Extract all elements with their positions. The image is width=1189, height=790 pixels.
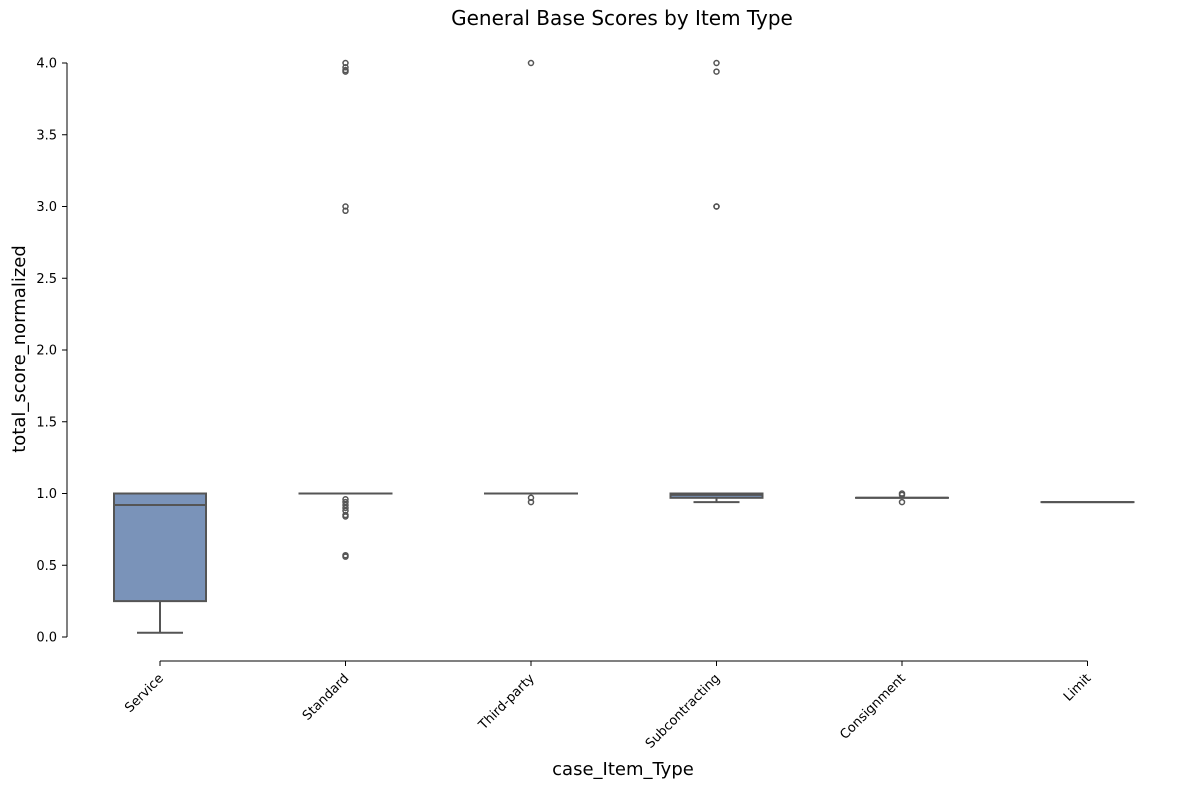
y-tick-label: 3.0 <box>36 200 57 215</box>
y-axis: 0.0 0.5 1.0 1.5 2.0 2.5 3.0 3.5 4.0 <box>36 57 68 646</box>
outlier-point <box>342 66 349 74</box>
outlier-point <box>342 498 349 506</box>
y-tick-label: 1.0 <box>36 487 57 502</box>
box-group <box>484 59 578 506</box>
box-group <box>855 490 949 506</box>
x-tick-label: Subcontracting <box>643 671 723 751</box>
x-axis-label: case_Item_Type <box>552 759 694 780</box>
outlier-point <box>527 494 535 502</box>
outlier-point <box>713 68 720 75</box>
outlier-point <box>898 498 906 506</box>
x-tick-label: Limit <box>1061 671 1094 704</box>
y-tick-label: 2.0 <box>36 344 57 359</box>
x-tick-label: Consignment <box>837 671 909 743</box>
y-tick-label: 1.5 <box>36 415 57 430</box>
box-plots <box>113 59 1135 634</box>
x-tick-label: Standard <box>300 671 352 723</box>
outlier-point <box>342 59 349 67</box>
x-axis: Service Standard Third-party Subcontracting… <box>122 660 1094 752</box>
outlier-point <box>898 490 906 497</box>
y-axis-label: total_score_normalized <box>9 245 30 453</box>
outlier-point <box>713 59 720 67</box>
x-tick-label: Third-party <box>475 671 538 734</box>
y-tick-label: 0.5 <box>36 559 57 574</box>
outlier-point <box>342 551 349 559</box>
box-group <box>669 59 764 504</box>
y-tick-label: 3.5 <box>36 128 57 143</box>
box-group <box>298 59 393 560</box>
x-tick-label: Service <box>122 671 167 716</box>
y-tick-label: 4.0 <box>36 57 57 72</box>
box-group <box>113 492 207 634</box>
y-tick-label: 2.5 <box>36 272 57 287</box>
outlier-point <box>342 203 349 210</box>
outlier-point <box>527 59 535 67</box>
y-tick-label: 0.0 <box>36 631 57 646</box>
chart-title: General Base Scores by Item Type <box>451 6 793 30</box>
outlier-point <box>713 203 720 210</box>
box-iqr <box>113 492 207 603</box>
outlier-point <box>342 495 349 503</box>
